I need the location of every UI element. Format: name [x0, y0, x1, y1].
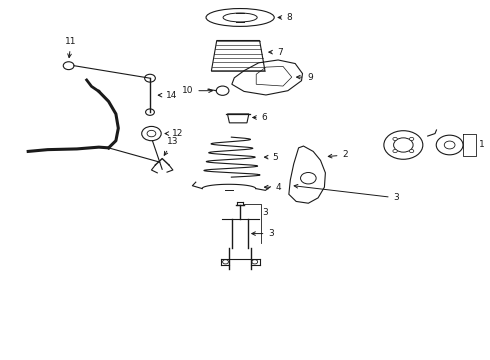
Text: 8: 8: [278, 13, 292, 22]
Ellipse shape: [63, 62, 74, 69]
Text: 1: 1: [479, 140, 485, 149]
Ellipse shape: [147, 130, 156, 137]
Text: 14: 14: [158, 91, 177, 100]
Ellipse shape: [146, 109, 154, 115]
Ellipse shape: [300, 172, 316, 184]
Text: 4: 4: [265, 183, 281, 192]
Ellipse shape: [206, 9, 274, 26]
Ellipse shape: [436, 135, 463, 155]
Text: 12: 12: [165, 129, 183, 138]
Text: 3: 3: [262, 208, 268, 217]
Ellipse shape: [410, 149, 414, 153]
Ellipse shape: [410, 137, 414, 140]
Ellipse shape: [384, 131, 423, 159]
Ellipse shape: [444, 141, 455, 149]
Text: 11: 11: [65, 37, 77, 58]
Ellipse shape: [222, 260, 228, 264]
Text: 3: 3: [294, 184, 399, 202]
Text: 10: 10: [182, 86, 212, 95]
Ellipse shape: [145, 74, 155, 82]
Text: 2: 2: [328, 150, 348, 159]
Text: 7: 7: [269, 48, 283, 57]
Text: 5: 5: [265, 153, 278, 162]
Ellipse shape: [223, 13, 257, 22]
Ellipse shape: [216, 86, 229, 95]
Text: 6: 6: [253, 113, 268, 122]
Text: 9: 9: [296, 73, 313, 82]
Ellipse shape: [393, 149, 397, 153]
Text: 3: 3: [252, 229, 274, 238]
Text: 13: 13: [164, 137, 178, 155]
Ellipse shape: [142, 126, 161, 141]
Ellipse shape: [252, 260, 258, 264]
Ellipse shape: [393, 138, 413, 152]
Ellipse shape: [393, 137, 397, 140]
